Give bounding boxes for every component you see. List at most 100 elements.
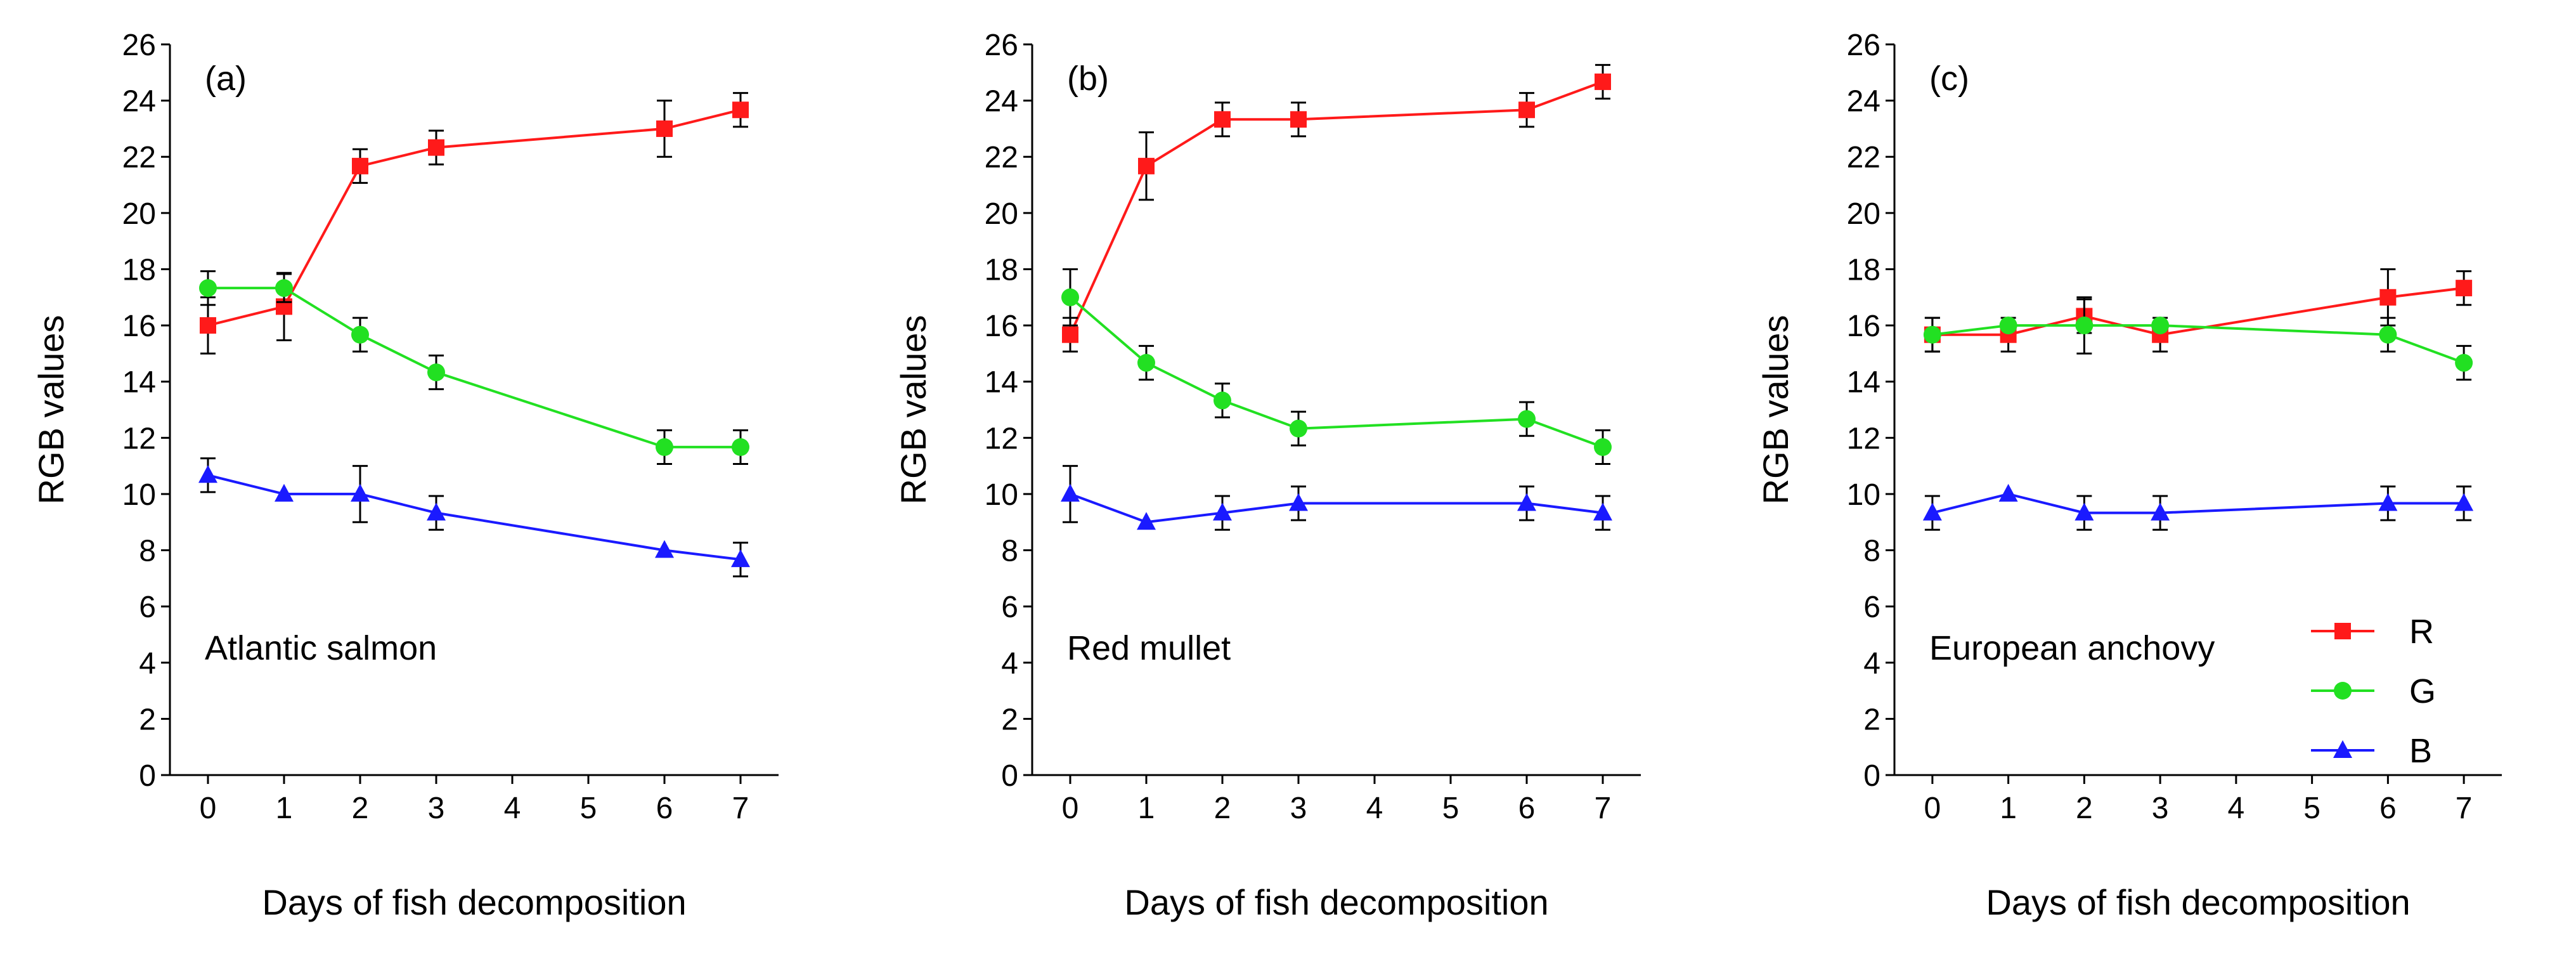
x-tick-label: 5: [580, 792, 597, 825]
data-point-B: [275, 483, 294, 502]
y-tick-label: 26: [1847, 29, 1880, 62]
x-tick-label: 0: [1924, 792, 1941, 825]
y-tick-label: 6: [1001, 590, 1018, 624]
y-tick-label: 26: [122, 29, 156, 62]
data-point-B: [1289, 493, 1308, 511]
data-point-G: [656, 438, 673, 456]
legend-marker-B: [2333, 740, 2352, 758]
y-axis-title: RGB values: [893, 315, 933, 505]
x-tick-label: 3: [2152, 792, 2169, 825]
data-point-B: [1998, 483, 2018, 502]
data-point-B: [1517, 493, 1536, 511]
y-axis-title: RGB values: [31, 315, 71, 505]
y-tick-label: 20: [122, 197, 156, 231]
species-label: Atlantic salmon: [205, 629, 437, 667]
y-tick-label: 10: [1847, 478, 1880, 512]
x-tick-label: 1: [1138, 792, 1155, 825]
series-B: [1061, 465, 1612, 531]
x-tick-label: 5: [1442, 792, 1460, 825]
y-tick-label: 6: [1863, 590, 1880, 624]
series-line-G: [1932, 324, 2464, 364]
data-point-R: [732, 101, 749, 119]
data-point-R: [1214, 111, 1231, 128]
legend-marker-R: [2334, 623, 2351, 639]
panel-label: (b): [1067, 60, 1109, 98]
x-tick-label: 6: [656, 792, 673, 825]
data-point-R: [1518, 101, 1535, 119]
y-tick-label: 16: [1847, 310, 1880, 343]
x-tick-label: 0: [200, 792, 217, 825]
series-line-B: [207, 474, 741, 561]
x-tick-label: 2: [1214, 792, 1231, 825]
data-point-R: [2456, 280, 2473, 297]
data-point-B: [198, 465, 217, 483]
series-line-G: [1069, 296, 1603, 448]
x-tick-label: 3: [428, 792, 445, 825]
data-point-B: [731, 549, 750, 568]
y-tick-label: 2: [139, 703, 156, 736]
data-point-R: [1595, 73, 1611, 90]
x-tick-label: 2: [2076, 792, 2093, 825]
data-point-R: [428, 139, 444, 156]
series-R: [200, 92, 749, 355]
data-point-B: [2454, 493, 2474, 511]
x-axis-title: Days of fish decomposition: [1986, 882, 2410, 922]
y-tick-label: 8: [1001, 535, 1018, 568]
y-tick-label: 10: [122, 478, 156, 512]
series-B: [1922, 483, 2474, 531]
data-point-G: [1137, 354, 1155, 372]
y-axis-title: RGB values: [1756, 315, 1796, 505]
data-point-G: [1923, 325, 1941, 344]
species-label: European anchovy: [1929, 629, 2215, 667]
data-point-B: [1061, 483, 1080, 502]
x-tick-label: 5: [2303, 792, 2320, 825]
data-point-B: [1593, 502, 1612, 521]
data-point-R: [200, 317, 216, 334]
data-point-R: [1062, 326, 1078, 343]
series-line-R: [1069, 81, 1603, 336]
data-point-R: [352, 157, 368, 174]
x-tick-label: 7: [1595, 792, 1612, 825]
y-tick-label: 22: [985, 141, 1018, 174]
data-point-G: [2151, 316, 2170, 335]
legend: RGB: [2311, 613, 2436, 770]
data-point-B: [1213, 502, 1232, 521]
series-line-G: [208, 287, 741, 448]
y-tick-label: 10: [985, 478, 1018, 512]
data-point-R: [656, 120, 673, 137]
series-B: [198, 457, 750, 578]
y-tick-label: 24: [985, 85, 1018, 119]
y-tick-label: 24: [122, 85, 156, 119]
data-point-B: [655, 540, 674, 558]
data-point-G: [351, 325, 369, 344]
y-tick-label: 2: [1863, 703, 1880, 736]
y-tick-label: 26: [985, 29, 1018, 62]
y-tick-label: 18: [1847, 253, 1880, 287]
x-axis-title: Days of fish decomposition: [262, 882, 686, 922]
data-point-G: [199, 279, 217, 297]
data-point-G: [1518, 410, 1536, 428]
data-point-G: [275, 279, 293, 297]
data-point-B: [2378, 493, 2398, 511]
y-tick-label: 6: [139, 590, 156, 624]
series-G: [1061, 268, 1612, 466]
legend-marker-G: [2334, 682, 2352, 700]
x-tick-label: 7: [2456, 792, 2473, 825]
series-G: [1923, 296, 2473, 381]
y-tick-label: 20: [1847, 197, 1880, 231]
data-point-G: [2379, 325, 2397, 344]
y-tick-label: 24: [1847, 85, 1880, 119]
y-tick-label: 14: [985, 366, 1018, 400]
y-tick-label: 4: [139, 647, 156, 681]
x-tick-label: 7: [732, 792, 749, 825]
y-tick-label: 18: [122, 253, 156, 287]
series-line-B: [1070, 493, 1603, 524]
data-point-G: [427, 363, 445, 382]
data-point-B: [351, 483, 370, 502]
data-point-G: [732, 438, 749, 456]
y-tick-label: 16: [122, 310, 156, 343]
data-point-B: [2151, 502, 2170, 521]
x-axis-title: Days of fish decomposition: [1124, 882, 1548, 922]
y-tick-label: 2: [1001, 703, 1018, 736]
